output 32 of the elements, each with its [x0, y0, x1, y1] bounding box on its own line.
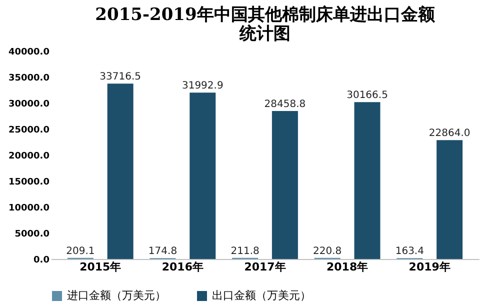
y-tick-label: 25000.0 [8, 126, 50, 136]
data-label: 174.8 [148, 246, 178, 258]
bar [107, 84, 134, 259]
data-label: 28458.8 [264, 99, 306, 110]
bar [190, 92, 216, 259]
data-label: 30166.5 [346, 90, 388, 102]
legend-label: 进口金额（万美元） [67, 289, 166, 302]
data-label: 163.4 [395, 246, 424, 258]
bar [436, 140, 463, 259]
y-tick-label: 35000.0 [8, 74, 50, 84]
y-tick-label: 15000.0 [8, 178, 50, 188]
data-label: 22864.0 [428, 128, 470, 140]
bar [354, 102, 380, 259]
chart-title: 2015-2019年中国其他棉制床单进出口金额统计图 [95, 5, 436, 44]
x-tick-label: 2017年 [244, 260, 286, 274]
y-tick-label: 40000.0 [8, 48, 50, 58]
x-tick-label: 2016年 [162, 260, 204, 274]
y-tick-label: 5000.0 [14, 230, 50, 240]
data-label: 220.8 [313, 246, 342, 257]
y-tick-label: 10000.0 [8, 204, 50, 214]
x-tick-label: 2015年 [80, 260, 122, 274]
data-label: 209.1 [66, 246, 95, 257]
bar [272, 111, 298, 259]
data-label: 211.8 [230, 246, 260, 257]
y-tick-label: 0.0 [34, 256, 50, 266]
y-tick-label: 20000.0 [8, 152, 50, 162]
y-tick-label: 30000.0 [8, 100, 50, 110]
data-label: 31992.9 [182, 80, 224, 92]
data-label: 33716.5 [100, 72, 142, 83]
legend-label: 出口金额（万美元） [212, 289, 311, 302]
x-tick-label: 2018年 [326, 260, 368, 274]
x-tick-label: 2019年 [408, 260, 450, 274]
